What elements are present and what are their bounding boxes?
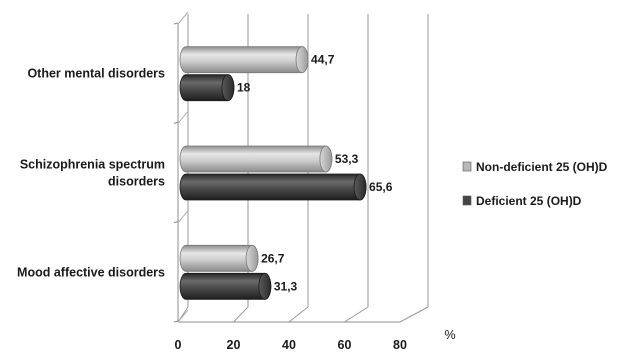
- bars: [179, 46, 367, 300]
- bar-end-cap: [221, 74, 235, 102]
- category-tick: [173, 22, 179, 25]
- wall-gridline: [177, 111, 189, 124]
- bar-end-cap: [258, 272, 272, 300]
- legend: Non-deficient 25 (OH)D Deficient 25 (OH)D: [462, 160, 608, 208]
- wall-gridline: [177, 309, 189, 323]
- floor-gridline: [233, 306, 249, 323]
- data-label: 26,7: [261, 251, 285, 265]
- category-label: Schizophrenia spectrum: [20, 158, 165, 172]
- bar-end-cap: [353, 173, 367, 201]
- floor-gridline: [344, 306, 369, 323]
- legend-swatch: [462, 161, 472, 172]
- category-label: Mood affective disorders: [17, 265, 165, 279]
- x-tick-label: 80: [393, 338, 407, 352]
- bar-non-deficient: [179, 145, 333, 173]
- bar-deficient: [179, 173, 367, 201]
- x-tick-label: 40: [282, 338, 296, 352]
- floor-gridline: [288, 306, 309, 323]
- legend-swatch: [462, 195, 472, 206]
- wall-gridline: [177, 11, 189, 25]
- data-label: 18: [237, 81, 251, 95]
- bar-end-cap: [245, 244, 259, 272]
- category-tick: [173, 320, 179, 323]
- wall-gridline: [177, 210, 189, 223]
- legend-label: Non-deficient 25 (OH)D: [476, 160, 608, 174]
- category-tick: [173, 121, 179, 124]
- data-label: 53,3: [335, 152, 359, 166]
- legend-label: Deficient 25 (OH)D: [476, 194, 582, 208]
- data-label: 44,7: [311, 53, 335, 67]
- x-tick-label: 0: [175, 338, 182, 352]
- data-label: 31,3: [274, 279, 298, 293]
- data-label: 65,6: [369, 180, 393, 194]
- bar-end-cap: [319, 145, 333, 173]
- floor-gridline: [399, 306, 429, 323]
- x-tick-label: 20: [227, 338, 241, 352]
- bar-non-deficient: [179, 46, 309, 74]
- category-label: Other mental disorders: [27, 67, 165, 81]
- category-tick: [173, 221, 179, 224]
- labels: 0 20 40 60 80% 44,7 18 Other mental disorders 53…: [17, 53, 456, 352]
- bar-end-cap: [295, 46, 309, 74]
- bar-deficient: [179, 272, 272, 300]
- x-tick-label: 60: [338, 338, 352, 352]
- x-unit-label: %: [444, 328, 455, 342]
- category-label: disorders: [108, 175, 165, 189]
